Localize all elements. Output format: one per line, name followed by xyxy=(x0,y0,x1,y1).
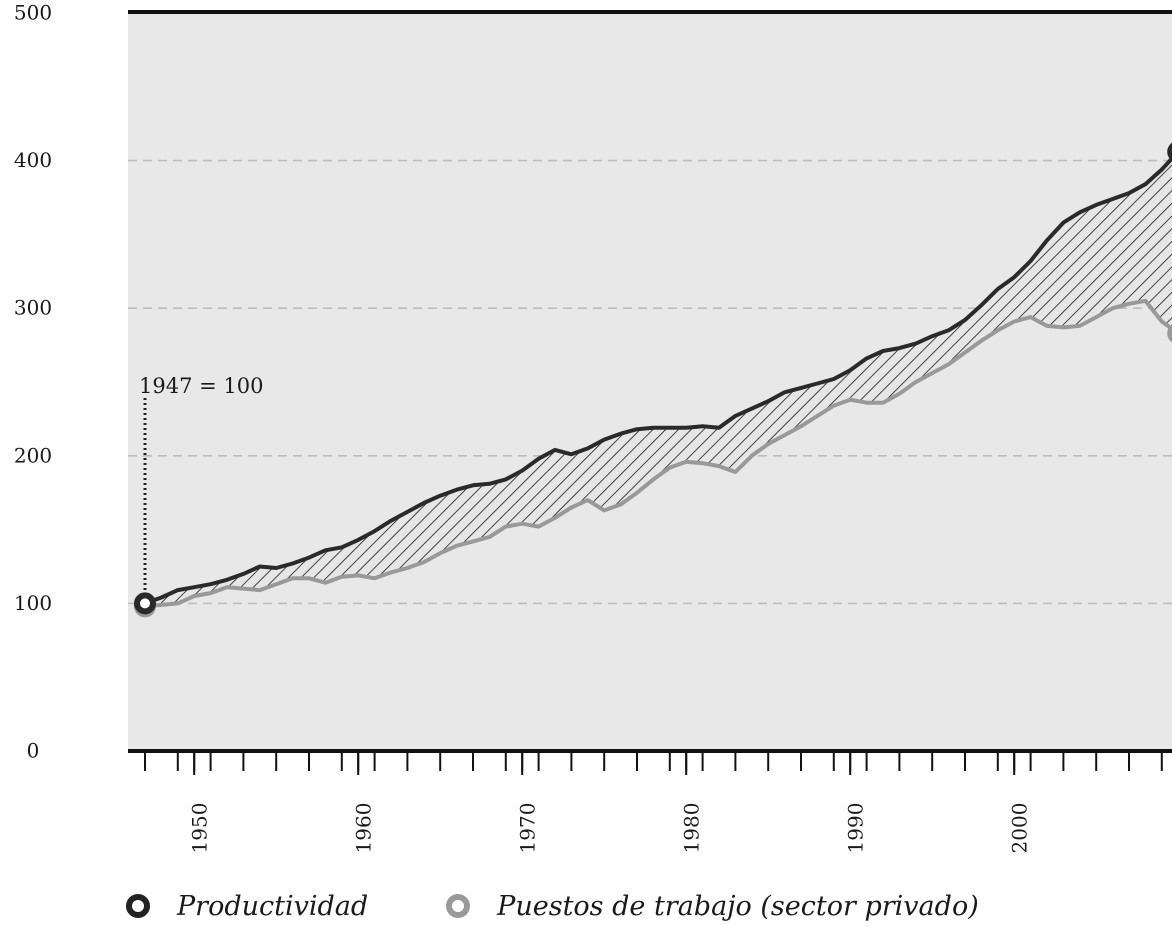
x-tick-label: 1980 xyxy=(680,803,704,854)
y-tick-label: 500 xyxy=(14,1,52,25)
x-axis: 1950196019701980199020002010 xyxy=(144,753,1172,854)
start-marker-productividad xyxy=(134,592,156,615)
y-tick-label: 100 xyxy=(14,591,52,615)
x-tick-label: 1950 xyxy=(188,803,212,854)
legend: Productividad Puestos de trabajo (sector… xyxy=(126,888,1057,924)
series-line-productividad xyxy=(144,155,1172,606)
y-axis: 0 100 200 300 400 500 xyxy=(14,1,52,763)
legend-label-productividad: Productividad xyxy=(177,890,369,922)
plot-area xyxy=(134,142,1172,618)
legend-item-puestos: Puestos de trabajo (sector privado) xyxy=(446,891,979,922)
legend-item-productividad: Productividad xyxy=(126,891,368,922)
x-tick-label: 2000 xyxy=(1008,803,1032,854)
y-tick-label: 300 xyxy=(14,296,52,320)
y-tick-label: 200 xyxy=(14,443,52,467)
legend-marker-dark-icon xyxy=(126,894,150,918)
y-tick-label: 0 xyxy=(27,739,40,763)
annotation-label: 1947 = 100 xyxy=(139,374,263,398)
x-tick-label: 1990 xyxy=(844,803,868,854)
x-tick-label: 1960 xyxy=(352,803,376,854)
plot-background xyxy=(128,13,1172,751)
y-tick-label: 400 xyxy=(14,148,52,172)
series-line-puestos xyxy=(144,298,1172,609)
legend-label-puestos: Puestos de trabajo (sector privado) xyxy=(497,890,979,922)
legend-marker-gray-icon xyxy=(446,894,471,918)
x-tick-label: 1970 xyxy=(516,803,540,854)
endpoint-markers xyxy=(134,142,1172,618)
